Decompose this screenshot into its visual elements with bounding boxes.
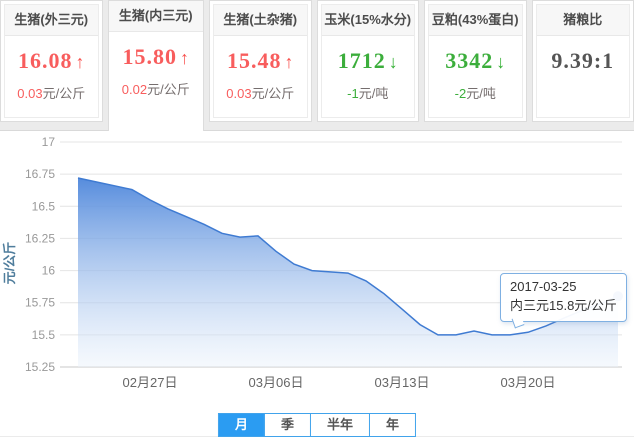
svg-text:15.75: 15.75 bbox=[25, 296, 55, 310]
card-body: 9.39:1 bbox=[537, 36, 630, 74]
tab-quarter[interactable]: 季 bbox=[264, 414, 310, 436]
svg-text:02月27日: 02月27日 bbox=[123, 375, 178, 390]
card-title: 豆粕(43%蛋白) bbox=[429, 5, 522, 36]
svg-text:15.5: 15.5 bbox=[32, 328, 56, 342]
period-tabs: 月 季 半年 年 bbox=[218, 413, 416, 437]
svg-text:16.5: 16.5 bbox=[32, 199, 56, 213]
price-card-corn[interactable]: 玉米(15%水分) 1712↓ -1元/吨 bbox=[317, 0, 420, 122]
card-frame: 玉米(15%水分) 1712↓ -1元/吨 bbox=[321, 4, 416, 118]
card-frame: 猪粮比 9.39:1 bbox=[536, 4, 631, 118]
card-unit: 元/吨 bbox=[466, 86, 496, 101]
card-frame: 豆粕(43%蛋白) 3342↓ -2元/吨 bbox=[428, 4, 523, 118]
card-unit: 元/公斤 bbox=[147, 82, 190, 97]
down-arrow-icon: ↓ bbox=[389, 52, 398, 72]
card-value: 16.08 bbox=[18, 48, 73, 73]
card-title: 猪粮比 bbox=[537, 5, 630, 36]
card-body: 15.80↑ 0.02元/公斤 bbox=[109, 32, 204, 98]
card-change: -1 bbox=[347, 86, 359, 101]
card-frame: 生猪(外三元) 16.08↑ 0.03元/公斤 bbox=[4, 4, 99, 118]
card-change: 0.02 bbox=[122, 82, 147, 97]
card-body: 3342↓ -2元/吨 bbox=[429, 36, 522, 102]
card-change: 0.03 bbox=[17, 86, 42, 101]
card-unit: 元/公斤 bbox=[252, 86, 295, 101]
card-title: 生猪(内三元) bbox=[109, 1, 204, 32]
tab-month[interactable]: 月 bbox=[219, 414, 264, 436]
card-frame: 生猪(内三元) 15.80↑ 0.02元/公斤 bbox=[109, 1, 204, 131]
card-value: 3342 bbox=[445, 48, 493, 73]
chart-panel: 17 16.75 16.5 16.25 16 15.75 15.5 15.25 02月27日 03… bbox=[0, 130, 634, 436]
price-card-pig-grain-ratio[interactable]: 猪粮比 9.39:1 bbox=[532, 0, 634, 122]
card-value: 9.39:1 bbox=[551, 48, 614, 73]
tooltip-date: 2017-03-25 bbox=[510, 278, 617, 297]
chart-tooltip: 2017-03-25 内三元15.8元/公斤 bbox=[500, 273, 627, 322]
price-card-pig-outer-three[interactable]: 生猪(外三元) 16.08↑ 0.03元/公斤 bbox=[0, 0, 103, 122]
down-arrow-icon: ↓ bbox=[496, 52, 505, 72]
up-arrow-icon: ↑ bbox=[180, 48, 189, 68]
svg-text:16.25: 16.25 bbox=[25, 231, 55, 245]
svg-text:15.25: 15.25 bbox=[25, 360, 55, 374]
card-title: 生猪(土杂猪) bbox=[214, 5, 307, 36]
card-change: 0.03 bbox=[226, 86, 251, 101]
card-value: 15.80 bbox=[123, 44, 178, 69]
up-arrow-icon: ↑ bbox=[285, 52, 294, 72]
card-body: 15.48↑ 0.03元/公斤 bbox=[214, 36, 307, 102]
price-card-pig-local[interactable]: 生猪(土杂猪) 15.48↑ 0.03元/公斤 bbox=[209, 0, 312, 122]
card-value: 15.48 bbox=[227, 48, 282, 73]
card-value: 1712 bbox=[338, 48, 386, 73]
price-trend-area-chart[interactable]: 17 16.75 16.5 16.25 16 15.75 15.5 15.25 02月27日 03… bbox=[0, 131, 634, 407]
svg-text:03月13日: 03月13日 bbox=[375, 375, 430, 390]
card-title: 玉米(15%水分) bbox=[322, 5, 415, 36]
price-cards-row: 生猪(外三元) 16.08↑ 0.03元/公斤 生猪(内三元) 15.80↑ bbox=[0, 0, 634, 131]
up-arrow-icon: ↑ bbox=[76, 52, 85, 72]
svg-text:16: 16 bbox=[42, 264, 56, 278]
card-frame: 生猪(土杂猪) 15.48↑ 0.03元/公斤 bbox=[213, 4, 308, 118]
price-card-pig-inner-three[interactable]: 生猪(内三元) 15.80↑ 0.02元/公斤 bbox=[108, 0, 205, 131]
tooltip-value: 内三元15.8元/公斤 bbox=[510, 297, 617, 316]
svg-text:17: 17 bbox=[42, 135, 56, 149]
svg-text:元/公斤: 元/公斤 bbox=[2, 242, 17, 285]
price-card-soybean-meal[interactable]: 豆粕(43%蛋白) 3342↓ -2元/吨 bbox=[424, 0, 527, 122]
card-body: 1712↓ -1元/吨 bbox=[322, 36, 415, 102]
svg-text:16.75: 16.75 bbox=[25, 167, 55, 181]
tab-half-year[interactable]: 半年 bbox=[310, 414, 369, 436]
card-unit: 元/公斤 bbox=[43, 86, 86, 101]
card-title: 生猪(外三元) bbox=[5, 5, 98, 36]
card-body: 16.08↑ 0.03元/公斤 bbox=[5, 36, 98, 102]
svg-text:03月06日: 03月06日 bbox=[249, 375, 304, 390]
tab-year[interactable]: 年 bbox=[369, 414, 415, 436]
card-change: -2 bbox=[455, 86, 467, 101]
svg-text:03月20日: 03月20日 bbox=[501, 375, 556, 390]
card-unit: 元/吨 bbox=[359, 86, 389, 101]
